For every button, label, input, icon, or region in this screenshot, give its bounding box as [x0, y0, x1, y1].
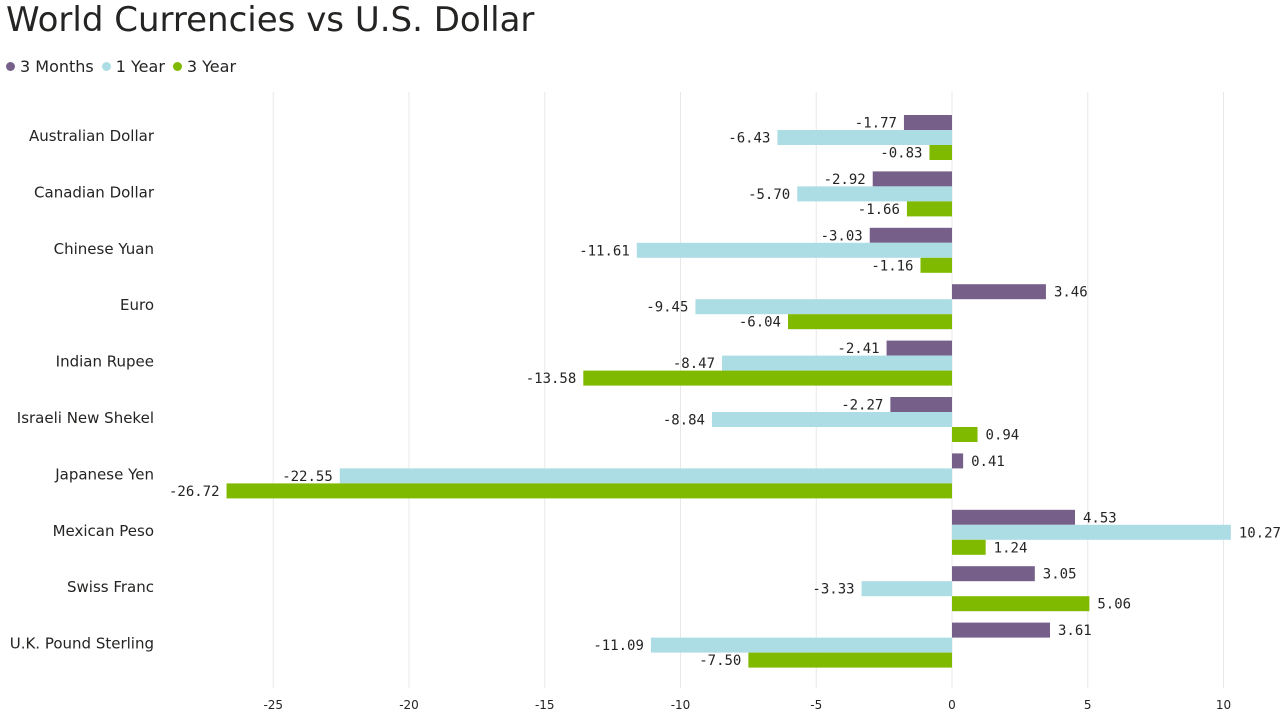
category-label-israeli-new-shekel: Israeli New Shekel: [17, 409, 154, 427]
data-label-3-year-euro: -6.04: [739, 315, 781, 331]
bar-1-year-u-k-pound-sterling[interactable]: [650, 637, 952, 653]
bar-3-year-israeli-new-shekel[interactable]: [952, 427, 978, 442]
data-label-1-year-u-k-pound-sterling: -11.09: [593, 638, 644, 654]
bar-3-year-australian-dollar[interactable]: [929, 145, 952, 160]
x-tick-label: -10: [671, 698, 691, 712]
data-label-3-year-u-k-pound-sterling: -7.50: [699, 653, 741, 669]
x-tick-label: -25: [263, 698, 283, 712]
category-label-japanese-yen: Japanese Yen: [54, 465, 154, 483]
bar-3-months-indian-rupee[interactable]: [886, 340, 952, 356]
chart-title: World Currencies vs U.S. Dollar: [6, 0, 535, 40]
bar-3-year-mexican-peso[interactable]: [952, 539, 986, 555]
bar-3-months-japanese-yen[interactable]: [952, 453, 964, 469]
data-label-3-months-u-k-pound-sterling: 3.61: [1058, 623, 1092, 639]
legend: 3 Months 1 Year 3 Year: [6, 57, 244, 76]
data-label-3-months-chinese-yuan: -3.03: [821, 228, 863, 244]
legend-item-3-year[interactable]: 3 Year: [172, 57, 237, 76]
bar-3-months-u-k-pound-sterling[interactable]: [952, 622, 1051, 638]
bar-3-year-swiss-franc[interactable]: [952, 596, 1090, 612]
x-tick-label: -15: [535, 698, 555, 712]
bar-1-year-israeli-new-shekel[interactable]: [711, 412, 952, 427]
data-label-3-year-indian-rupee: -13.58: [526, 371, 577, 387]
bar-3-months-swiss-franc[interactable]: [952, 566, 1035, 582]
bar-3-months-australian-dollar[interactable]: [903, 115, 952, 130]
bar-3-year-u-k-pound-sterling[interactable]: [748, 652, 952, 668]
data-label-1-year-israeli-new-shekel: -8.84: [663, 413, 705, 429]
bar-1-year-euro[interactable]: [695, 299, 952, 315]
legend-label-3-year: 3 Year: [186, 57, 237, 76]
category-label-u-k-pound-sterling: U.K. Pound Sterling: [10, 635, 154, 653]
legend-dot-3-months: [6, 62, 15, 71]
legend-item-1-year[interactable]: 1 Year: [101, 57, 165, 76]
x-tick-label: 0: [948, 698, 956, 712]
data-label-3-months-israeli-new-shekel: -2.27: [841, 398, 883, 414]
category-label-australian-dollar: Australian Dollar: [29, 127, 155, 145]
data-label-3-year-mexican-peso: 1.24: [994, 540, 1028, 556]
data-label-1-year-euro: -9.45: [646, 300, 688, 316]
data-label-1-year-swiss-franc: -3.33: [812, 582, 854, 598]
category-label-mexican-peso: Mexican Peso: [53, 522, 154, 540]
bar-1-year-australian-dollar[interactable]: [777, 130, 952, 145]
x-tick-label: 5: [1084, 698, 1092, 712]
x-tick-label: -5: [810, 698, 822, 712]
bar-3-year-canadian-dollar[interactable]: [906, 201, 952, 217]
bar-3-months-israeli-new-shekel[interactable]: [890, 397, 952, 412]
bar-1-year-canadian-dollar[interactable]: [797, 186, 952, 202]
data-label-3-months-swiss-franc: 3.05: [1043, 567, 1077, 583]
data-label-3-year-japanese-yen: -26.72: [169, 484, 220, 500]
category-label-chinese-yuan: Chinese Yuan: [54, 240, 154, 258]
data-label-3-year-canadian-dollar: -1.66: [858, 202, 900, 218]
bar-1-year-swiss-franc[interactable]: [861, 581, 952, 597]
data-label-3-months-japanese-yen: 0.41: [971, 454, 1005, 470]
data-label-1-year-australian-dollar: -6.43: [728, 131, 770, 147]
legend-label-3-months: 3 Months: [20, 57, 94, 76]
legend-item-3-months[interactable]: 3 Months: [6, 57, 94, 76]
bar-3-months-euro[interactable]: [952, 284, 1046, 300]
legend-label-1-year: 1 Year: [115, 57, 165, 76]
x-tick-label: -20: [399, 698, 419, 712]
data-label-3-year-chinese-yuan: -1.16: [871, 258, 913, 274]
x-tick-label: 10: [1216, 698, 1231, 712]
data-label-3-year-australian-dollar: -0.83: [880, 146, 922, 162]
bar-1-year-indian-rupee[interactable]: [722, 355, 952, 371]
data-label-1-year-canadian-dollar: -5.70: [748, 187, 790, 203]
bar-1-year-mexican-peso[interactable]: [952, 524, 1231, 540]
bar-3-months-chinese-yuan[interactable]: [869, 227, 952, 243]
data-label-1-year-mexican-peso: 10.27: [1239, 525, 1281, 541]
bar-3-months-canadian-dollar[interactable]: [872, 171, 952, 187]
bar-3-year-indian-rupee[interactable]: [583, 370, 952, 386]
bar-3-year-japanese-yen[interactable]: [226, 483, 952, 499]
data-label-1-year-chinese-yuan: -11.61: [579, 243, 630, 259]
bar-1-year-chinese-yuan[interactable]: [636, 242, 952, 258]
category-label-euro: Euro: [120, 296, 154, 314]
category-label-indian-rupee: Indian Rupee: [56, 353, 154, 371]
legend-dot-3-year: [172, 62, 182, 71]
bar-3-months-mexican-peso[interactable]: [952, 509, 1075, 525]
data-label-3-year-swiss-franc: 5.06: [1097, 597, 1131, 613]
data-label-1-year-japanese-yen: -22.55: [282, 469, 333, 485]
legend-dot-1-year: [101, 62, 111, 71]
category-label-canadian-dollar: Canadian Dollar: [34, 183, 155, 201]
data-label-1-year-indian-rupee: -8.47: [673, 356, 715, 372]
data-label-3-year-israeli-new-shekel: 0.94: [986, 428, 1020, 444]
data-label-3-months-indian-rupee: -2.41: [837, 341, 879, 357]
bar-3-year-euro[interactable]: [788, 314, 952, 330]
bar-1-year-japanese-yen[interactable]: [339, 468, 953, 484]
bar-3-year-chinese-yuan[interactable]: [920, 257, 952, 273]
category-label-swiss-franc: Swiss Franc: [67, 578, 154, 596]
data-label-3-months-mexican-peso: 4.53: [1083, 510, 1117, 526]
data-label-3-months-australian-dollar: -1.77: [855, 116, 897, 132]
data-label-3-months-canadian-dollar: -2.92: [824, 172, 866, 188]
data-label-3-months-euro: 3.46: [1054, 285, 1088, 301]
